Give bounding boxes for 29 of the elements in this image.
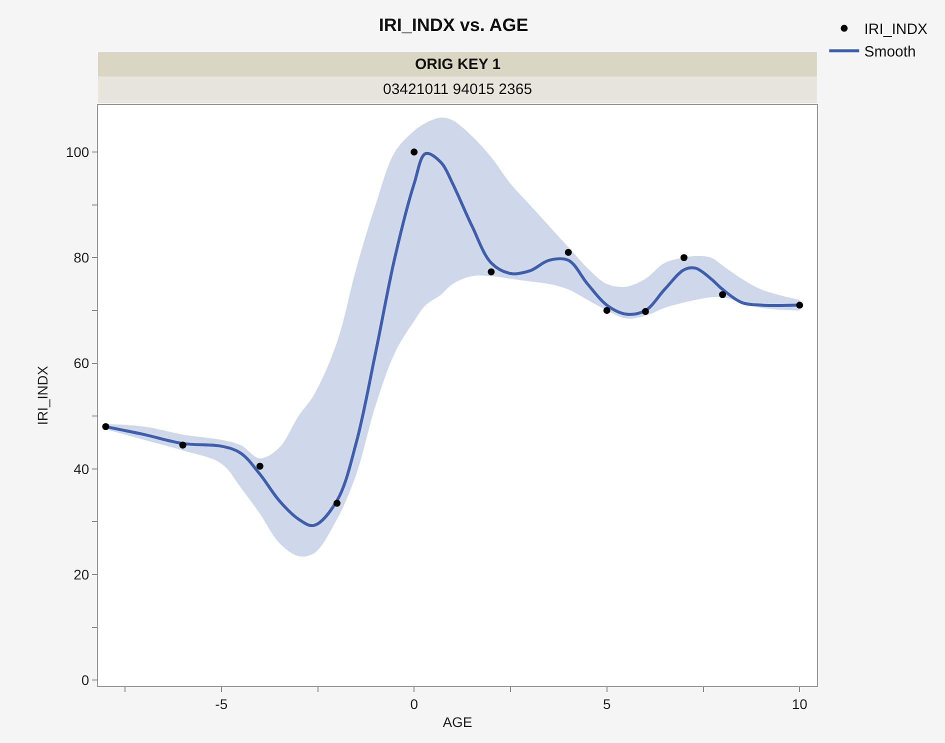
point bbox=[680, 254, 688, 262]
y-tick-label: 40 bbox=[74, 460, 90, 477]
y-tick-label: 20 bbox=[74, 566, 90, 582]
y-tick-label: 100 bbox=[66, 144, 90, 160]
chart-title: IRI_INDX vs. AGE bbox=[378, 15, 528, 36]
x-tick-label: -5 bbox=[215, 696, 228, 712]
point bbox=[410, 148, 418, 156]
text: 03421011 94015 2365 bbox=[383, 81, 532, 98]
point bbox=[796, 302, 804, 309]
legend-label: IRI_INDX bbox=[864, 21, 928, 38]
legend-label: Smooth bbox=[864, 44, 916, 61]
point bbox=[488, 268, 495, 276]
x-tick-label: 10 bbox=[792, 696, 808, 712]
point bbox=[334, 500, 341, 507]
point bbox=[179, 442, 186, 449]
y-tick-label: 0 bbox=[81, 672, 90, 688]
x-axis-title: AGE bbox=[442, 714, 472, 730]
point bbox=[719, 291, 726, 298]
y-tick-label: 60 bbox=[74, 355, 90, 372]
point bbox=[642, 308, 649, 316]
text: ORIG KEY 1 bbox=[415, 56, 501, 73]
x-tick-label: 5 bbox=[602, 696, 611, 712]
x-tick-label: 0 bbox=[410, 696, 418, 712]
y-axis-title: IRI_INDX bbox=[34, 365, 50, 426]
point bbox=[564, 248, 572, 256]
point bbox=[102, 423, 110, 430]
y-tick-label: 80 bbox=[74, 250, 90, 266]
point bbox=[603, 306, 610, 314]
point bbox=[256, 462, 264, 470]
